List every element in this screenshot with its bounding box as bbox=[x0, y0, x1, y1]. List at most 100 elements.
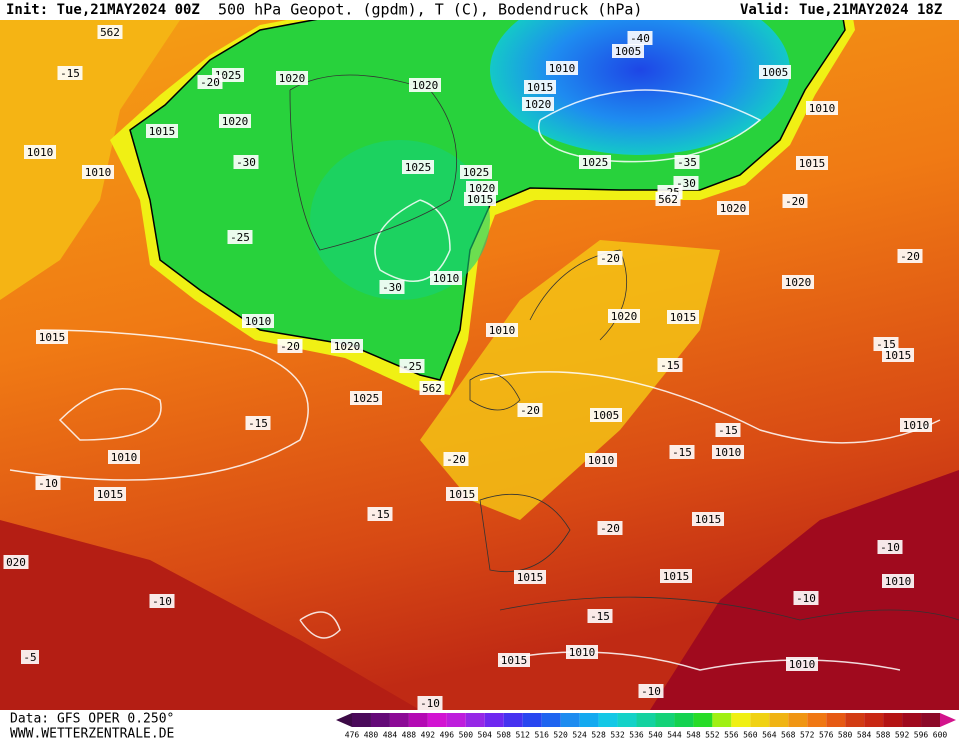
colorbar-box bbox=[465, 713, 485, 727]
map-label: -20 bbox=[785, 195, 805, 208]
label-box bbox=[882, 574, 914, 588]
colorbar-box bbox=[617, 713, 637, 727]
label-box bbox=[498, 653, 530, 667]
label-box bbox=[21, 650, 39, 664]
map-label: 1010 bbox=[885, 575, 912, 588]
colorbar-box bbox=[655, 713, 675, 727]
map-label: 1025 bbox=[405, 161, 432, 174]
map-label: 1010 bbox=[588, 454, 615, 467]
colorbar-label: 568 bbox=[781, 731, 796, 740]
colorbar-label: 488 bbox=[402, 731, 417, 740]
warm-region bbox=[0, 20, 180, 300]
label-box bbox=[417, 696, 443, 710]
colorbar-label: 508 bbox=[497, 731, 512, 740]
label-box bbox=[514, 570, 546, 584]
map-label: 1015 bbox=[527, 81, 554, 94]
map-label: 1005 bbox=[593, 409, 620, 422]
colorbar-box bbox=[921, 713, 940, 727]
map-label: 1020 bbox=[720, 202, 747, 215]
colorbar-label: 588 bbox=[876, 731, 891, 740]
colorbar-box bbox=[750, 713, 770, 727]
colorbar-box bbox=[560, 713, 580, 727]
map-label: -35 bbox=[677, 156, 697, 169]
label-box bbox=[227, 230, 253, 244]
map-label: -15 bbox=[876, 338, 896, 351]
map-label: 562 bbox=[422, 382, 442, 395]
label-box bbox=[108, 450, 140, 464]
map-label: 1025 bbox=[353, 392, 380, 405]
colorbar-label: 528 bbox=[591, 731, 606, 740]
label-box bbox=[57, 66, 83, 80]
label-box bbox=[566, 645, 598, 659]
colorbar-label: 540 bbox=[648, 731, 663, 740]
map-label: 1025 bbox=[582, 156, 609, 169]
label-box bbox=[782, 275, 814, 289]
colorbar-box bbox=[826, 713, 846, 727]
colorbar-box bbox=[769, 713, 789, 727]
label-box bbox=[277, 339, 303, 353]
colorbar-label: 484 bbox=[383, 731, 398, 740]
label-box bbox=[36, 330, 68, 344]
colorbar-label: 512 bbox=[515, 731, 530, 740]
data-source: Data: GFS OPER 0.250° bbox=[10, 712, 174, 727]
label-box bbox=[873, 337, 899, 351]
label-box bbox=[486, 323, 518, 337]
label-box bbox=[443, 452, 469, 466]
colorbar-label: 592 bbox=[895, 731, 910, 740]
map-label: -10 bbox=[152, 595, 172, 608]
colorbar-label: 516 bbox=[534, 731, 549, 740]
label-box bbox=[585, 453, 617, 467]
colorbar-label: 520 bbox=[553, 731, 568, 740]
label-box bbox=[35, 476, 61, 490]
label-box bbox=[245, 416, 271, 430]
label-box bbox=[786, 657, 818, 671]
map-label: 1015 bbox=[97, 488, 124, 501]
map-label: 1015 bbox=[885, 349, 912, 362]
colorbar-box bbox=[693, 713, 713, 727]
map-label: -5 bbox=[23, 651, 36, 664]
map-label: 562 bbox=[100, 26, 120, 39]
map-label: -15 bbox=[590, 610, 610, 623]
label-box bbox=[149, 594, 175, 608]
colorbar-box bbox=[446, 713, 466, 727]
map-label: 1005 bbox=[762, 66, 789, 79]
map-label: 1015 bbox=[517, 571, 544, 584]
map-label: 1020 bbox=[611, 310, 638, 323]
colorbar-label: 536 bbox=[629, 731, 644, 740]
colorbar-label: 532 bbox=[610, 731, 625, 740]
valid-time: Valid: Tue,21MAY2024 18Z bbox=[740, 2, 942, 18]
map-label: -10 bbox=[420, 697, 440, 710]
label-box bbox=[446, 487, 478, 501]
map-label: 1020 bbox=[525, 98, 552, 111]
colorbar-label: 576 bbox=[819, 731, 834, 740]
label-box bbox=[597, 251, 623, 265]
label-box bbox=[460, 165, 492, 179]
map-label: 1010 bbox=[549, 62, 576, 75]
map-label: 1020 bbox=[334, 340, 361, 353]
map-label: 1010 bbox=[111, 451, 138, 464]
map-label: -10 bbox=[796, 592, 816, 605]
map-label: 562 bbox=[658, 193, 678, 206]
map-label: 1020 bbox=[412, 79, 439, 92]
map-label: 1010 bbox=[489, 324, 516, 337]
colorbar-label: 492 bbox=[421, 731, 436, 740]
map-labels: 562 -15 1025 1020 -20 1020 1015 1020 1010 1010 -30… bbox=[3, 25, 932, 710]
label-box bbox=[276, 71, 308, 85]
colorbar-label: 564 bbox=[762, 731, 777, 740]
colorbar-label: 560 bbox=[743, 731, 758, 740]
label-box bbox=[877, 540, 903, 554]
label-box bbox=[900, 418, 932, 432]
isobars bbox=[9, 89, 941, 671]
map-label: -20 bbox=[446, 453, 466, 466]
label-box bbox=[219, 114, 251, 128]
map-label: 1015 bbox=[799, 157, 826, 170]
label-box bbox=[24, 145, 56, 159]
label-box bbox=[97, 25, 123, 39]
map-label: 1015 bbox=[695, 513, 722, 526]
init-time: Init: Tue,21MAY2024 00Z bbox=[6, 2, 200, 18]
map-label: -30 bbox=[236, 156, 256, 169]
dark-red-region bbox=[650, 470, 959, 710]
label-box bbox=[350, 391, 382, 405]
colorbar-label: 596 bbox=[914, 731, 929, 740]
map-label: -20 bbox=[600, 522, 620, 535]
